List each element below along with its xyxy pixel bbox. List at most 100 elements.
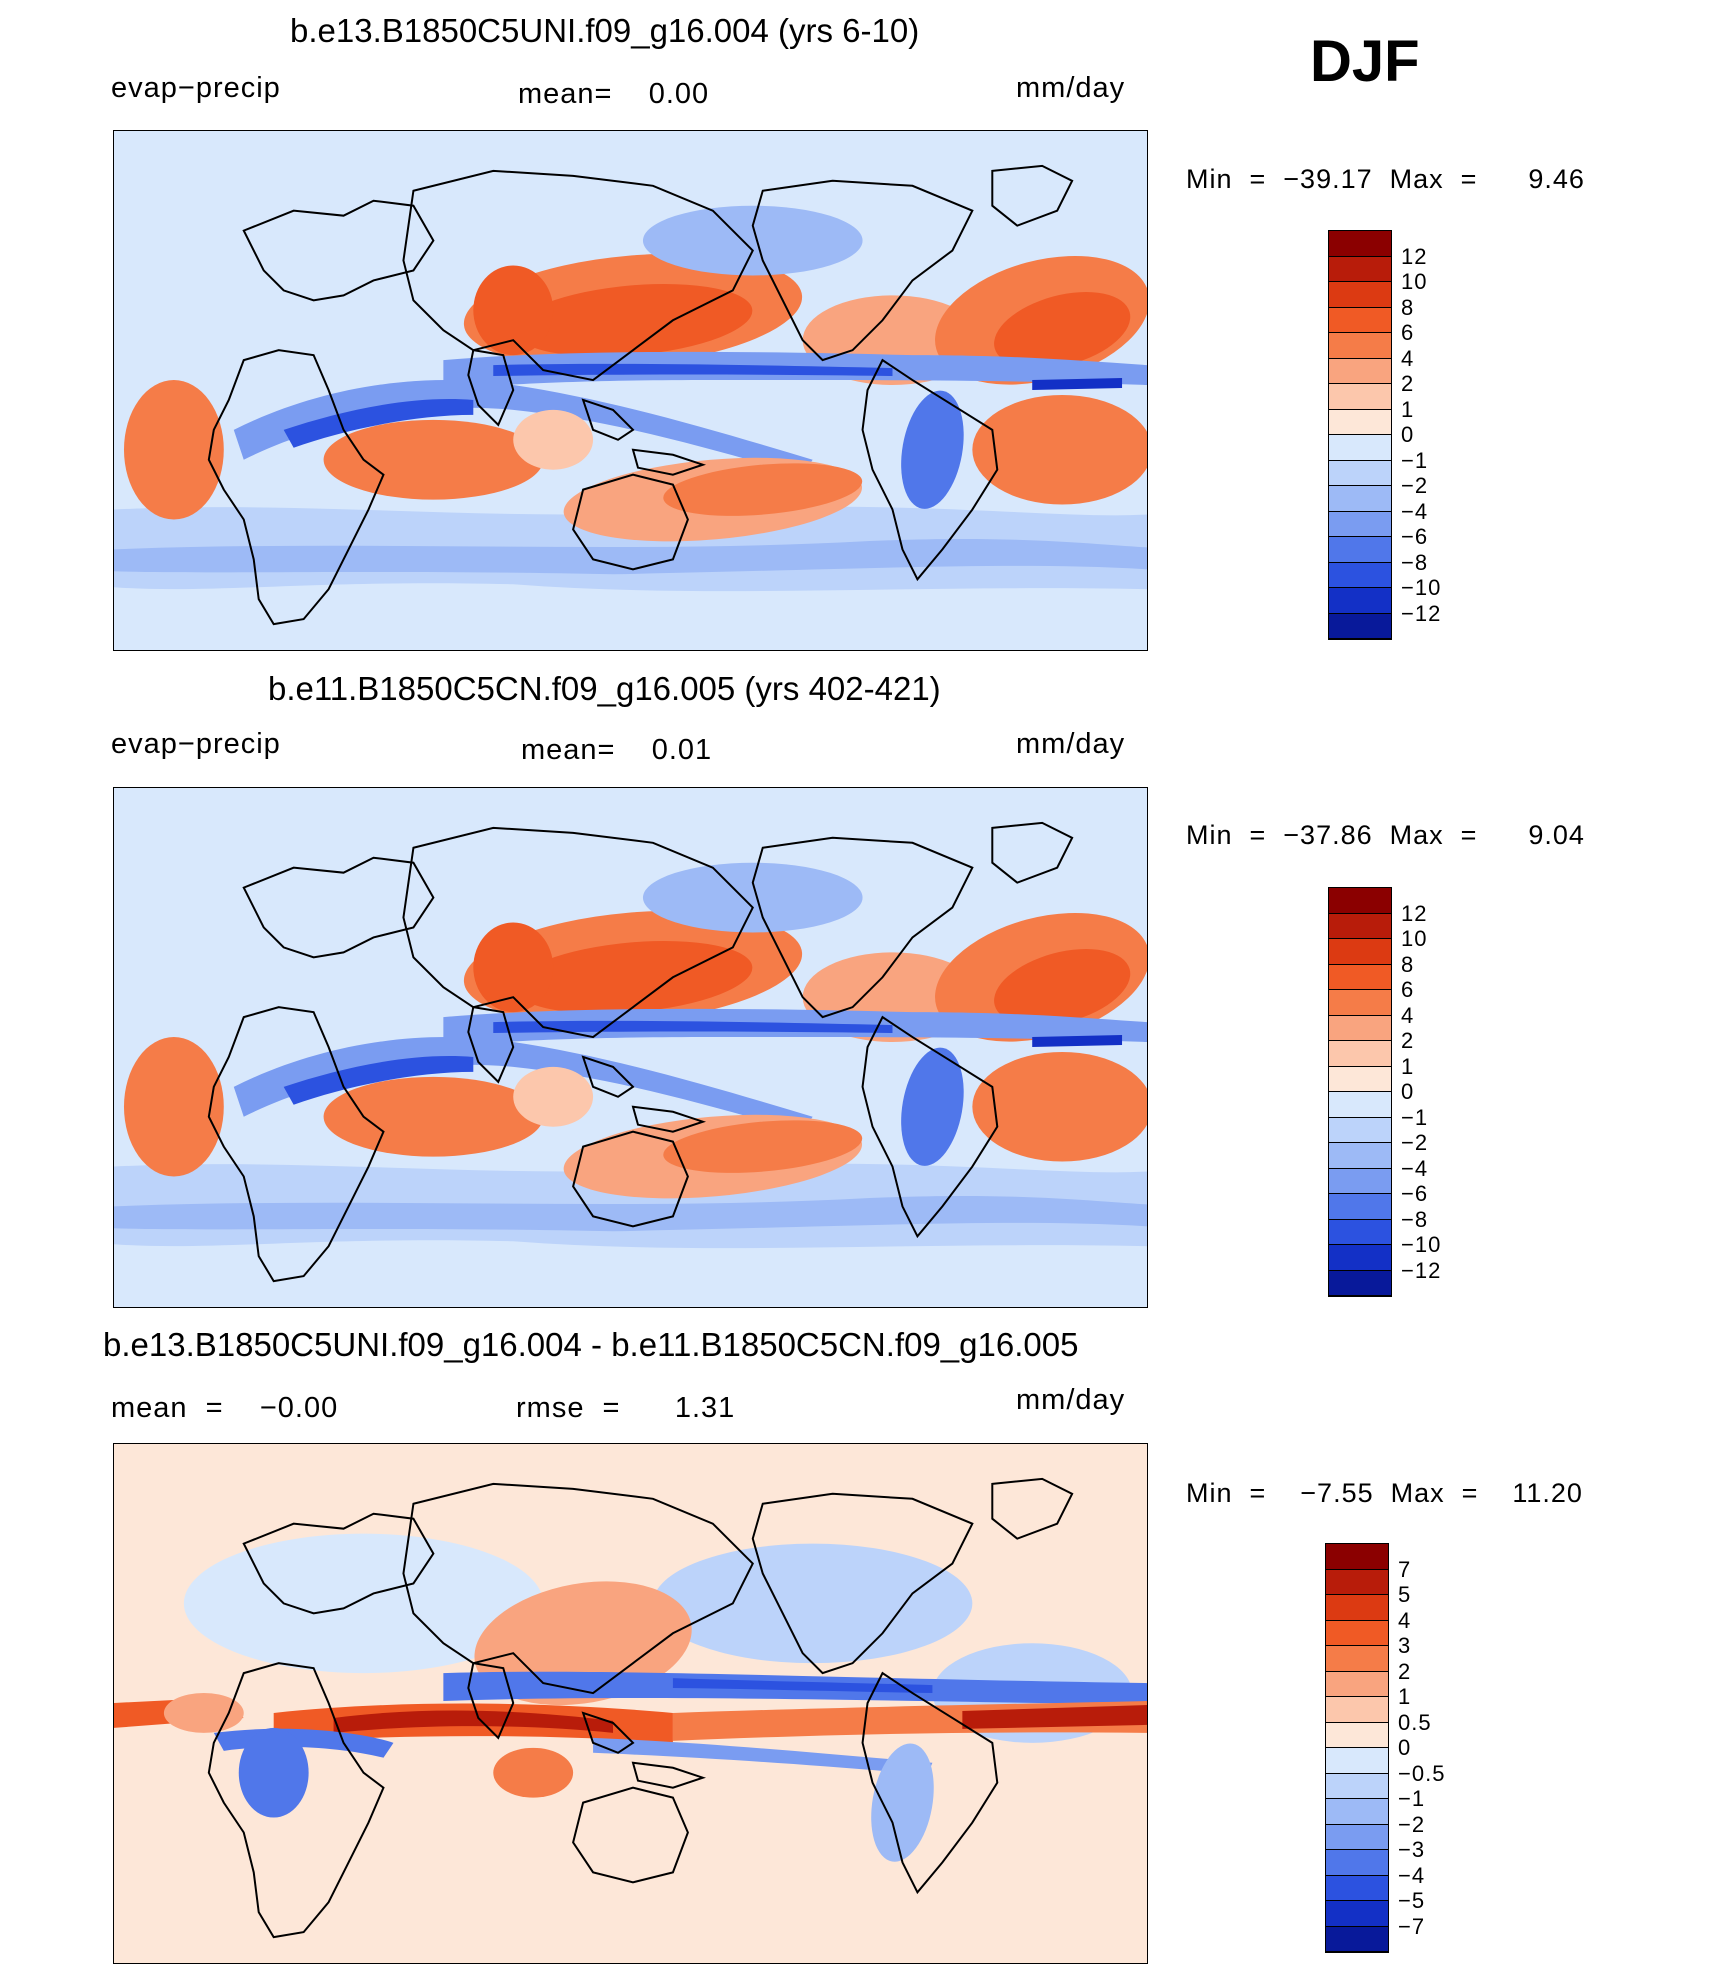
colorbar-swatch: [1326, 1799, 1388, 1825]
colorbar-level-label: 8: [1401, 951, 1415, 977]
panel-2-min-max: Min = −37.86 Max = 9.04: [1186, 820, 1585, 850]
field-contour: [513, 284, 753, 357]
field-contour: [123, 380, 224, 520]
field-contour: [962, 1704, 1147, 1729]
coastline: [242, 1512, 435, 1615]
colorbar-swatch: [1329, 1092, 1391, 1118]
coastline: [207, 1662, 385, 1939]
colorbar-level-label: 12: [1401, 900, 1428, 926]
colorbar-level-label: −2: [1401, 1130, 1429, 1155]
colorbar-level-label: −1: [1401, 447, 1429, 473]
field-contour: [323, 419, 544, 500]
coastline: [572, 1786, 689, 1884]
colorbar-level-label: 6: [1401, 977, 1415, 1002]
colorbar-level-label: 10: [1401, 926, 1428, 951]
colorbar-swatch: [1329, 939, 1391, 965]
colorbar-swatch: [1329, 256, 1391, 282]
colorbar-swatch: [1329, 1066, 1391, 1092]
field-contour: [871, 1743, 934, 1862]
colorbar-swatch: [1326, 1646, 1388, 1672]
colorbar-level-label: 8: [1401, 294, 1415, 320]
panel-3-min-max: Min = −7.55 Max = 11.20: [1186, 1478, 1583, 1508]
colorbar-swatch: [1326, 1824, 1388, 1850]
coastline: [631, 448, 707, 476]
colorbar-swatch: [1326, 1544, 1388, 1570]
coastline: [991, 821, 1074, 884]
colorbar-level-label: 4: [1401, 1002, 1415, 1028]
colorbar-swatch: [1329, 384, 1391, 410]
colorbar-swatch: [1326, 1569, 1388, 1595]
panel-3-rmse-label: rmse = 1.31: [516, 1392, 736, 1424]
field-contour: [901, 1047, 964, 1166]
panel-1-title: b.e13.B1850C5UNI.f09_g16.004 (yrs 6-10): [290, 12, 920, 49]
colorbar-swatch: [1329, 913, 1391, 939]
coastline: [861, 1671, 999, 1895]
field-contour: [283, 1055, 474, 1105]
field-contour: [233, 1037, 813, 1132]
colorbar-swatch: [1329, 307, 1391, 333]
coastline: [207, 349, 385, 626]
field-contour: [652, 1543, 973, 1664]
colorbar-swatch: [1329, 562, 1391, 588]
colorbar-level-label: 2: [1398, 1658, 1412, 1684]
colorbar-level-label: 0: [1398, 1735, 1412, 1760]
colorbar-swatch: [1326, 1850, 1388, 1876]
colorbar-level-label: −3: [1398, 1837, 1426, 1862]
colorbar-swatch: [1329, 486, 1391, 512]
field-contour: [672, 1678, 933, 1694]
panel-2-colorbar: 12 10 8 6 4 2 1 0 −1 −2 −4 −6 −8 −10 −12: [1328, 887, 1440, 1297]
colorbar-level-label: −8: [1401, 1206, 1429, 1232]
colorbar-swatch: [1329, 231, 1391, 257]
colorbar-swatch: [1329, 1143, 1391, 1169]
field-contour: [323, 1076, 544, 1157]
colorbar-level-label: −6: [1401, 1181, 1429, 1206]
panel-2-left-label: evap−precip: [111, 728, 281, 760]
colorbar-level-label: −4: [1401, 1155, 1429, 1181]
colorbar-swatch: [1326, 1620, 1388, 1646]
field-contour: [163, 1693, 244, 1733]
panel-1-min-max: Min = −39.17 Max = 9.46: [1186, 164, 1585, 194]
field-contour: [183, 1533, 544, 1674]
coastline: [572, 473, 689, 571]
panel-2-map: [113, 787, 1148, 1308]
coastline: [467, 349, 515, 427]
colorbar-level-label: 2: [1401, 1028, 1415, 1053]
coastline: [751, 179, 974, 362]
coastline: [581, 1055, 635, 1098]
colorbar-level-label: −6: [1401, 524, 1429, 549]
coastline: [242, 856, 435, 959]
colorbar-level-label: 1: [1401, 1053, 1415, 1079]
colorbar-swatch: [1326, 1926, 1388, 1952]
coastline: [751, 1492, 974, 1675]
field-contour: [513, 941, 753, 1014]
coastline: [572, 1130, 689, 1228]
field-contour: [513, 1066, 594, 1127]
panel-1-mean-label: mean= 0.00: [518, 78, 710, 110]
panel-2-mean-label: mean= 0.01: [521, 734, 713, 766]
colorbar-level-label: 5: [1398, 1582, 1412, 1607]
colorbar-level-label: 4: [1398, 1607, 1412, 1633]
colorbar-level-label: −4: [1401, 498, 1429, 524]
field-contour: [493, 1747, 574, 1798]
field-contour: [972, 1051, 1147, 1162]
colorbar-level-label: −2: [1398, 1811, 1426, 1837]
panel-2-units: mm/day: [1016, 728, 1126, 760]
field-contour: [123, 1037, 224, 1177]
colorbar-level-label: −10: [1401, 1232, 1442, 1257]
coastline: [751, 836, 974, 1019]
field-contour: [1032, 378, 1123, 391]
colorbar-swatch: [1329, 1270, 1391, 1296]
coastline: [631, 1761, 707, 1789]
colorbar-swatch: [1329, 613, 1391, 639]
colorbar-swatch: [1329, 588, 1391, 614]
colorbar-level-label: 12: [1401, 243, 1428, 269]
colorbar-level-label: 10: [1401, 269, 1428, 294]
panel-1-left-label: evap−precip: [111, 72, 281, 104]
field-contour: [513, 409, 594, 470]
colorbar-swatch: [1329, 1117, 1391, 1143]
panel-3-units: mm/day: [1016, 1384, 1126, 1416]
field-contour: [663, 463, 863, 516]
colorbar-swatch: [1329, 1015, 1391, 1041]
field-contour: [994, 292, 1131, 369]
field-contour: [473, 922, 554, 1013]
